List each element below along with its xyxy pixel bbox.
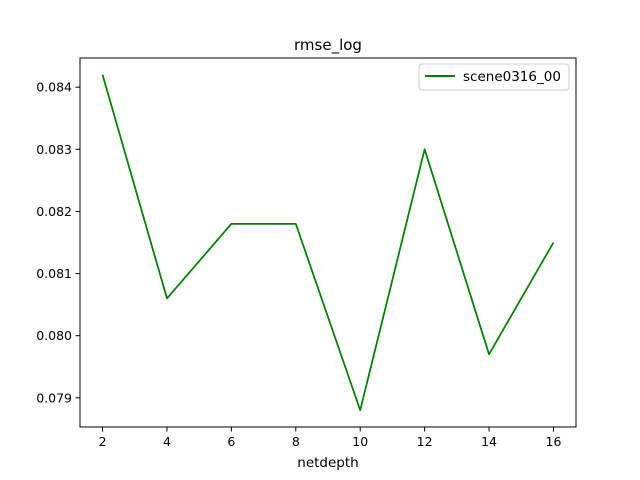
y-tick-label: 0.079 [36,390,72,405]
y-tick-label: 0.082 [36,204,72,219]
y-tick-label: 0.084 [36,80,72,95]
x-tick-label: 6 [227,434,235,449]
y-tick-label: 0.083 [36,142,72,157]
x-tick-label: 4 [163,434,171,449]
series-line [101,74,555,412]
x-tick-label: 16 [546,434,562,449]
x-axis-label: netdepth [297,455,358,471]
y-tick-label: 0.081 [36,266,72,281]
x-tick-label: 2 [99,434,107,449]
x-tick-label: 12 [417,434,433,449]
legend-box [418,63,570,91]
series-layer [101,74,555,412]
chart-title: rmse_log [294,36,362,55]
legend: scene0316_00 [418,63,570,91]
plot-frame [79,57,577,428]
x-tick-label: 14 [481,434,497,449]
plot-area [79,57,577,428]
legend-label: scene0316_00 [463,69,561,85]
x-tick-label: 10 [352,434,368,449]
y-axis: 0.079 0.080 0.081 0.082 0.083 0.084 [36,80,80,405]
x-tick-label: 8 [292,434,300,449]
y-tick-label: 0.080 [36,328,72,343]
x-axis: 2 4 6 8 10 12 14 16 [99,427,562,449]
